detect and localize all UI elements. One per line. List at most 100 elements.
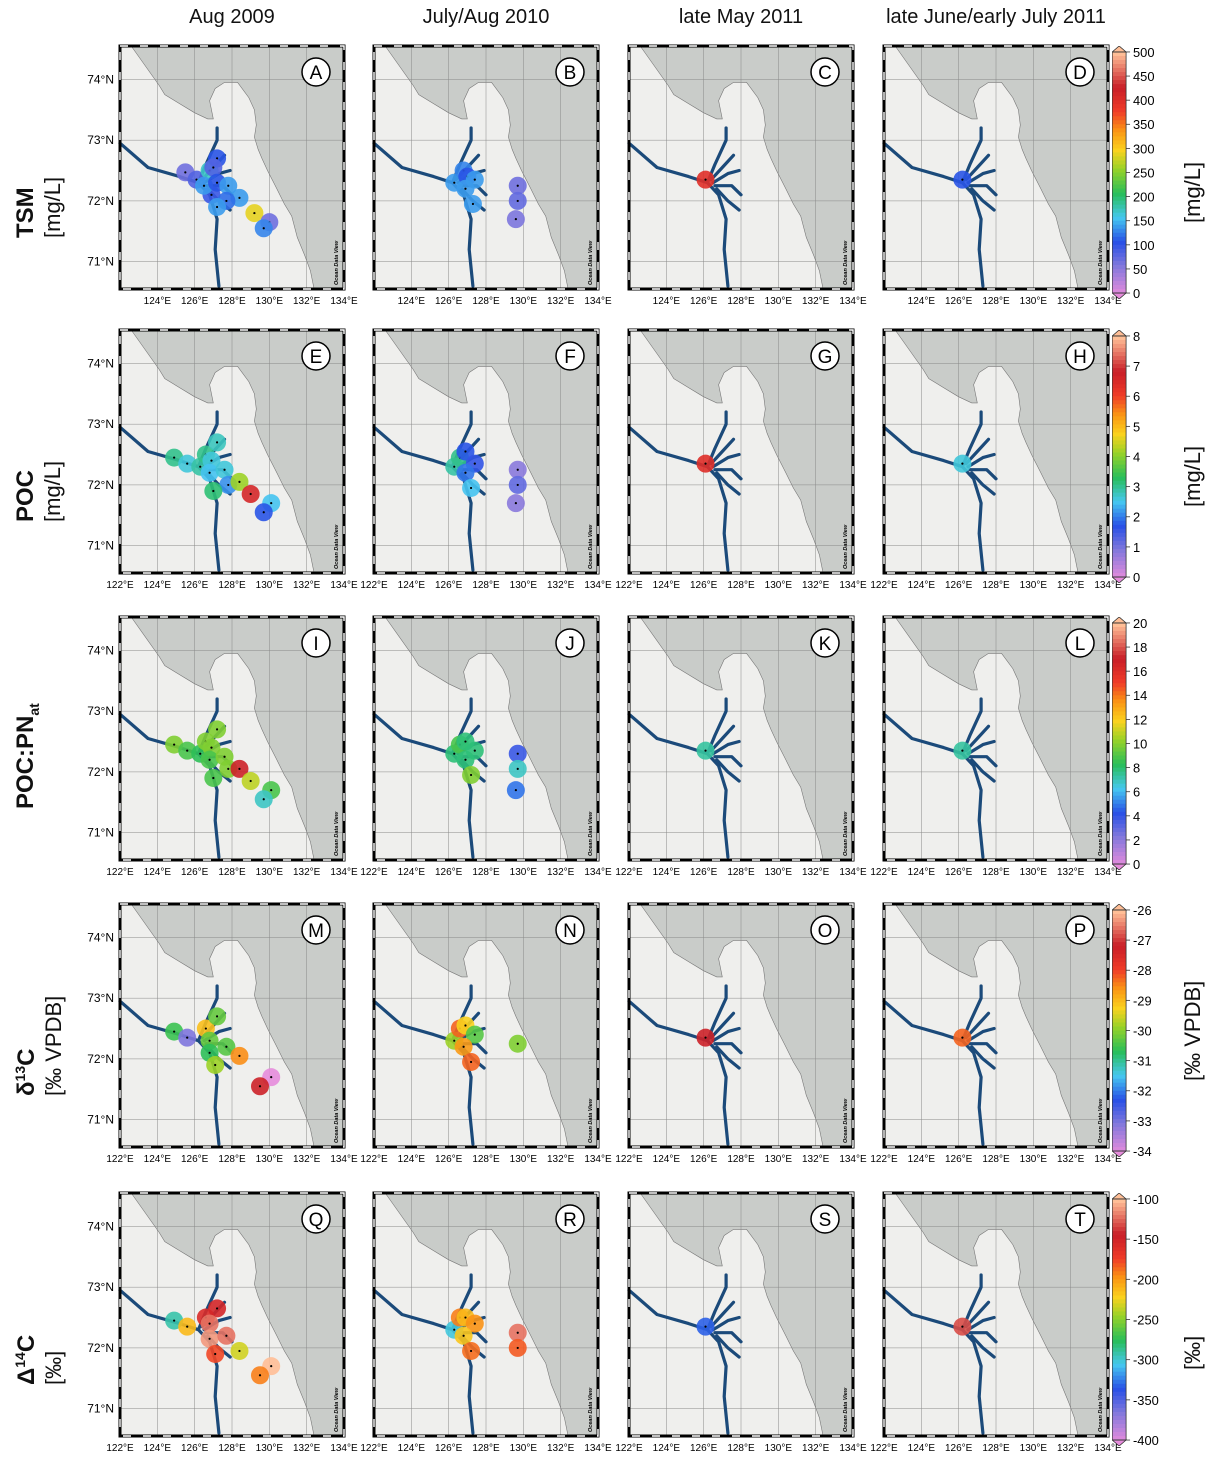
river-channel <box>627 141 730 288</box>
station-dot <box>516 1042 519 1045</box>
lon-tick-label: 134°E <box>839 580 867 591</box>
lon-tick-label: 134°E <box>584 296 612 307</box>
odv-watermark: Ocean Data View <box>588 240 594 285</box>
colorbar-segment <box>1112 1090 1127 1096</box>
station-dot <box>208 1039 211 1042</box>
colorbar-segment <box>1112 285 1127 290</box>
colorbar-segment <box>1112 440 1127 446</box>
station-dot <box>704 749 707 752</box>
lon-tick-label: 130°E <box>510 1443 538 1454</box>
colorbar-tick-label: -30 <box>1133 1023 1152 1038</box>
lat-tick-label: 72°N <box>87 765 114 779</box>
colorbar-tick-label: 300 <box>1133 141 1154 156</box>
colorbar-segment <box>1112 1303 1127 1309</box>
river-channel <box>709 153 736 182</box>
colorbar-segment <box>1112 950 1127 955</box>
panel-letter-badge <box>810 57 840 87</box>
colorbar-segment <box>1112 496 1127 502</box>
land <box>628 616 824 861</box>
colorbar-segment <box>1112 476 1127 482</box>
frame-dash <box>119 903 345 1148</box>
colorbar-tick-label: 3 <box>1133 480 1140 495</box>
lon-tick-label: 124°E <box>908 296 936 307</box>
colorbar-segment <box>1112 380 1127 385</box>
colorbar-segment <box>1112 823 1127 829</box>
map-svg: I Ocean Data View 122°E 124°E 126°E 128°E 130°… <box>87 615 358 878</box>
colorbar-segment <box>1112 655 1127 660</box>
river-channel <box>713 468 743 481</box>
map-panel-S: S Ocean Data View 122°E 124°E 126°E 128°E 130°… <box>615 1191 867 1460</box>
colorbar-segment <box>1112 970 1127 975</box>
colorbar-segment <box>1112 68 1127 73</box>
colorbar-segment <box>1112 839 1127 845</box>
panel-letter-badge <box>810 341 840 371</box>
frame-dash <box>628 45 854 290</box>
station-dot <box>464 471 467 474</box>
colorbar-segment <box>1112 416 1127 421</box>
map-panel-F: F Ocean Data View 122°E 124°E 126°E 128°E 130°… <box>360 328 612 597</box>
station-dot <box>186 1325 189 1328</box>
colorbar-segment <box>1112 360 1127 365</box>
colorbar-segment <box>1112 843 1127 849</box>
colorbar-segment <box>1112 356 1127 361</box>
lon-tick-label: 126°E <box>690 1154 718 1165</box>
land <box>883 1192 1079 1437</box>
colorbar-segment <box>1112 679 1127 684</box>
river-channel <box>713 184 743 197</box>
station-dot <box>238 480 241 483</box>
frame-dash <box>883 903 1109 1148</box>
river-channel <box>968 468 998 481</box>
lon-tick-label: 132°E <box>293 1443 321 1454</box>
colorbar-segment <box>1112 452 1127 458</box>
colorbar-segment <box>1112 1018 1127 1024</box>
lon-tick-label: 124°E <box>144 1154 172 1165</box>
odv-watermark: Ocean Data View <box>334 1387 340 1432</box>
station-dot <box>473 1033 476 1036</box>
colorbar-segment <box>1112 1331 1127 1337</box>
station-dot <box>514 789 517 792</box>
colorbar-segment <box>1112 156 1127 162</box>
frame-dash <box>373 616 599 861</box>
colorbar-unit: [mg/L] <box>1180 445 1205 507</box>
colorbar-tick-label: 1 <box>1133 540 1140 555</box>
colorbar-segment <box>1112 779 1127 785</box>
station-dot <box>223 755 226 758</box>
panel-letter-badge <box>1065 915 1095 945</box>
colorbar-segment <box>1112 659 1127 664</box>
panel-letter: J <box>565 634 575 655</box>
colorbar-segment <box>1112 260 1127 266</box>
colorbar-tick-label: -32 <box>1133 1084 1152 1099</box>
station-dot <box>469 486 473 490</box>
colorbar-segment <box>1112 787 1127 793</box>
lon-tick-label: 132°E <box>802 580 830 591</box>
colorbar-segment <box>1112 683 1127 688</box>
map-svg: B Ocean Data View 124°E 126°E 128°E 130°E 132°… <box>372 44 612 307</box>
row-label: δ13C [‰ VPDB] <box>0 904 80 1147</box>
colorbar-segment <box>1112 560 1127 566</box>
colorbar-tick-label: -29 <box>1133 993 1152 1008</box>
colorbar-segment <box>1112 408 1127 413</box>
station-dot <box>212 166 215 169</box>
colorbar-segment <box>1112 1138 1127 1144</box>
lon-tick-label: 128°E <box>218 296 246 307</box>
colorbar-segment <box>1112 962 1127 967</box>
colorbar-segment <box>1112 990 1127 995</box>
colorbar-segment <box>1112 1327 1127 1333</box>
river-channel <box>968 755 998 768</box>
odv-watermark: Ocean Data View <box>588 1387 594 1432</box>
land <box>883 45 1079 290</box>
colorbar-segment <box>1112 1066 1127 1072</box>
colorbar-segment <box>1112 504 1127 510</box>
river-channel <box>968 184 998 197</box>
colorbar-segment <box>1112 811 1127 817</box>
station-dot <box>516 468 519 471</box>
panel-letter-badge <box>555 915 585 945</box>
river-channel <box>966 1315 996 1332</box>
river-channel <box>715 1334 741 1359</box>
map-panel-B: B Ocean Data View 124°E 126°E 128°E 130°E 132°… <box>372 44 612 313</box>
colorbar-tick-label: 5 <box>1133 419 1140 434</box>
colorbar-segment <box>1112 707 1127 712</box>
colorbar-segment <box>1112 651 1127 656</box>
colorbar-segment <box>1112 630 1127 636</box>
colorbar-segment <box>1112 1247 1127 1252</box>
